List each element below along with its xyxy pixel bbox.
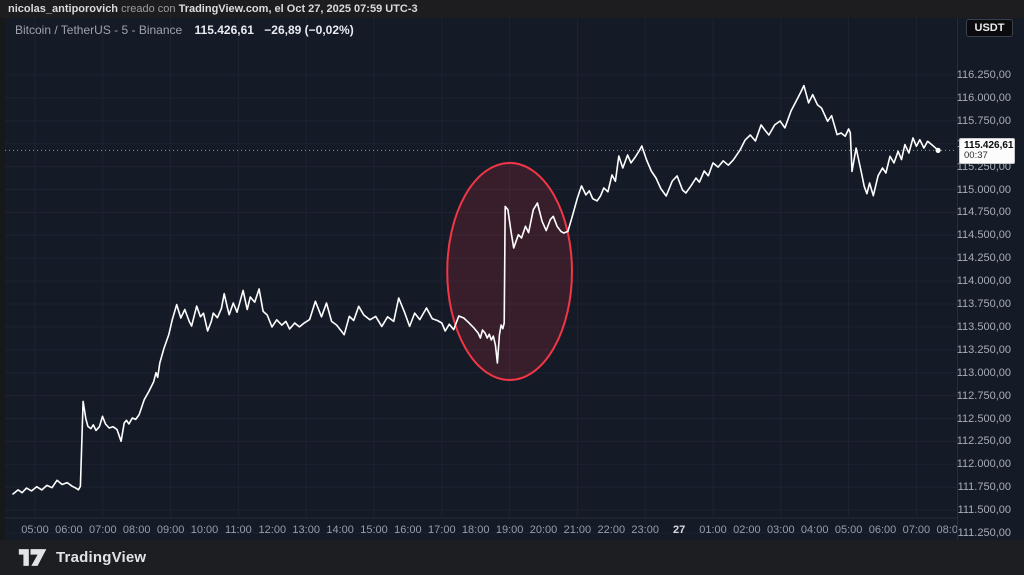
currency-toggle-button[interactable]: USDT bbox=[966, 19, 1013, 37]
time-axis-label: 12:00 bbox=[259, 524, 287, 536]
time-axis-label: 20:00 bbox=[530, 524, 558, 536]
time-axis-label: 23:00 bbox=[631, 524, 659, 536]
time-axis-label: 17:00 bbox=[428, 524, 456, 536]
chart-canvas[interactable]: 05:00 06:00 07:00 08:00 09:00 10:00 11:00 12:00… bbox=[5, 18, 1024, 540]
time-axis-label: 05:00 bbox=[21, 524, 49, 536]
attribution-date: , el Oct 27, 2025 07:59 UTC-3 bbox=[268, 3, 418, 15]
current-price-tag: 115.426,61 00:37 bbox=[959, 138, 1015, 165]
price-axis-label: 111.500,00 bbox=[957, 504, 1011, 517]
price-axis-label: 112.250,00 bbox=[956, 435, 1011, 448]
price-axis-label: 116.000,00 bbox=[956, 91, 1011, 104]
time-axis-label: 16:00 bbox=[394, 524, 422, 536]
tradingview-logo-icon bbox=[18, 548, 48, 567]
time-axis-label: 21:00 bbox=[564, 524, 592, 536]
price-axis-label: 115.750,00 bbox=[956, 114, 1011, 127]
price-axis-label: 112.750,00 bbox=[956, 389, 1011, 402]
time-axis-label: 11:00 bbox=[225, 524, 252, 536]
attribution-middle-text: creado con bbox=[118, 3, 179, 15]
footer-bar: TradingView bbox=[0, 540, 1024, 575]
price-axis-label: 112.000,00 bbox=[956, 458, 1011, 471]
time-axis-label: 27 bbox=[673, 524, 685, 536]
attribution-username: nicolas_antiporovich bbox=[8, 3, 119, 15]
time-axis-label: 19:00 bbox=[496, 524, 524, 536]
time-axis-label: 15:00 bbox=[360, 524, 388, 536]
price-axis-label: 112.500,00 bbox=[956, 412, 1011, 425]
legend-last-price: 115.426,61 bbox=[194, 23, 254, 37]
time-axis-label: 08:00 bbox=[123, 524, 151, 536]
time-axis-label: 09:00 bbox=[157, 524, 185, 536]
price-axis-label: 114.000,00 bbox=[956, 275, 1011, 288]
time-axis-label: 18:00 bbox=[462, 524, 490, 536]
price-axis-label: 113.750,00 bbox=[956, 298, 1011, 310]
time-axis-label: 13:00 bbox=[292, 524, 320, 536]
price-axis[interactable]: 111.250,00 111.500,00 111.750,00 112.000,00… bbox=[957, 18, 1024, 540]
time-axis-label: 14:00 bbox=[326, 524, 354, 536]
attribution-brand: TradingView.com bbox=[178, 3, 269, 15]
symbol-legend[interactable]: Bitcoin / TetherUS - 5 - Binance 115.426… bbox=[15, 22, 354, 38]
price-axis-label: 114.750,00 bbox=[956, 206, 1011, 219]
attribution-bar: nicolas_antiporovich creado con TradingV… bbox=[0, 0, 1024, 18]
price-axis-label: 116.250,00 bbox=[956, 69, 1011, 81]
price-axis-label: 115.000,00 bbox=[956, 183, 1011, 196]
bar-countdown: 00:37 bbox=[964, 150, 988, 162]
time-axis-label: 01:00 bbox=[699, 524, 727, 536]
time-axis-label: 05:00 bbox=[835, 524, 863, 536]
time-axis-label: 03:00 bbox=[767, 524, 795, 536]
tradingview-logo-text: TradingView bbox=[56, 549, 147, 566]
current-price-value: 115.426,61 bbox=[964, 140, 1014, 152]
chart-background bbox=[5, 18, 957, 540]
price-axis-label: 114.500,00 bbox=[956, 229, 1011, 242]
time-axis-label: 10:00 bbox=[191, 524, 219, 536]
time-axis-label: 06:00 bbox=[869, 524, 897, 536]
legend-price-change: −26,89 (−0,02%) bbox=[264, 23, 354, 37]
time-axis-label: 07:00 bbox=[89, 524, 117, 536]
time-axis-label: 22:00 bbox=[598, 524, 626, 536]
tradingview-logo-link[interactable]: TradingView bbox=[18, 548, 146, 567]
price-line[interactable] bbox=[12, 84, 939, 495]
time-axis-label: 04:00 bbox=[801, 524, 829, 536]
highlight-ellipse-annotation[interactable] bbox=[446, 161, 573, 382]
last-price-dot bbox=[935, 147, 941, 153]
price-axis-label: 113.500,00 bbox=[956, 320, 1011, 333]
price-axis-label: 114.250,00 bbox=[956, 252, 1011, 265]
price-axis-label: 111.750,00 bbox=[957, 481, 1011, 494]
price-axis-label: 111.250,00 bbox=[957, 527, 1011, 539]
time-axis-label: 07:00 bbox=[903, 524, 931, 536]
time-axis[interactable]: 05:00 06:00 07:00 08:00 09:00 10:00 11:00 12:00… bbox=[21, 524, 964, 536]
price-axis-label: 113.000,00 bbox=[956, 366, 1011, 379]
time-axis-label: 06:00 bbox=[55, 524, 83, 536]
time-axis-label: 02:00 bbox=[733, 524, 761, 536]
legend-symbol-title[interactable]: Bitcoin / TetherUS - 5 - Binance bbox=[15, 23, 183, 37]
price-axis-label: 113.250,00 bbox=[956, 343, 1011, 356]
